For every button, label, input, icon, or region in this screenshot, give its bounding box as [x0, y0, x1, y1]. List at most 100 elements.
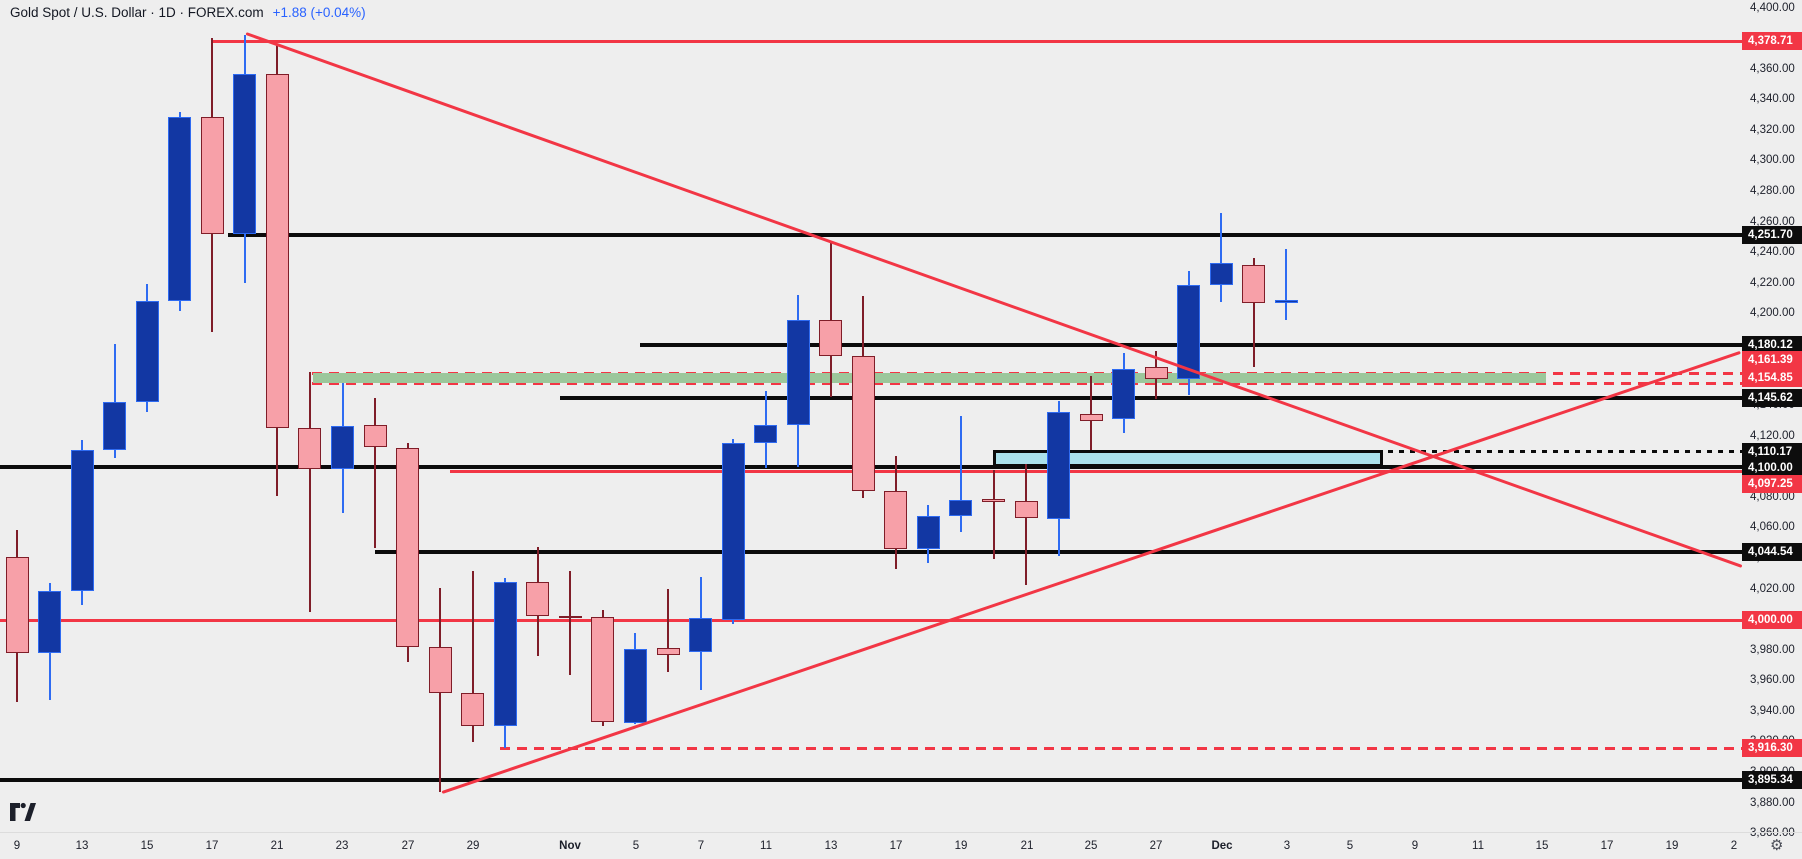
- time-tick-17: 17: [889, 840, 903, 852]
- candle-wick-Nov-20: [992, 470, 995, 559]
- time-tick-19: 19: [954, 840, 968, 852]
- price-badge-415485: 4,154.85: [1742, 369, 1802, 388]
- candle-wick-Nov-13: [829, 241, 832, 398]
- chart-pane[interactable]: [0, 0, 1802, 833]
- candle-wick-Nov-6: [667, 588, 669, 672]
- candle-Oct-10: [38, 591, 62, 654]
- price-tick-4260: 4,260.00: [1750, 215, 1795, 228]
- time-tick-17: 17: [1600, 840, 1614, 852]
- time-tick-27: 27: [1149, 840, 1163, 852]
- candle-Nov-20: [982, 499, 1005, 502]
- price-badge-400000: 4,000.00: [1742, 611, 1802, 630]
- price-tick-3940: 3,940.00: [1750, 704, 1795, 717]
- candle-Oct-22: [298, 428, 322, 470]
- candle-Nov-21: [1014, 500, 1038, 518]
- candle-Nov-25: [1079, 413, 1103, 422]
- candle-wick-Nov-19: [959, 415, 962, 532]
- time-tick-15: 15: [140, 840, 154, 852]
- price-tick-3980: 3,980.00: [1750, 643, 1795, 656]
- price-badge-418012: 4,180.12: [1742, 335, 1802, 354]
- candle-Nov-3: [558, 615, 582, 619]
- candle-wick-Oct-22: [308, 372, 311, 612]
- symbol-legend[interactable]: Gold Spot / U.S. Dollar · 1D · FOREX.com…: [10, 5, 366, 20]
- candle-Nov-4: [591, 616, 615, 722]
- candle-wick-Nov-21: [1025, 464, 1028, 586]
- candle-wick-Dec-2: [1252, 258, 1255, 368]
- candle-wick-Dec-1: [1220, 212, 1223, 302]
- level-line-res-4251[interactable]: [228, 233, 1742, 238]
- level-line-zone-bot-4154[interactable]: [312, 381, 1742, 385]
- price-tick-4400: 4,400.00: [1750, 1, 1795, 14]
- price-tick-4300: 4,300.00: [1750, 154, 1795, 167]
- candle-Nov-24: [1047, 412, 1071, 519]
- time-tick-29: 29: [466, 840, 480, 852]
- time-tick-27: 27: [401, 840, 415, 852]
- time-tick-3: 3: [1283, 840, 1291, 852]
- candle-Oct-28: [428, 647, 452, 694]
- time-tick-11: 11: [760, 840, 772, 852]
- time-tick-11: 11: [1472, 840, 1484, 852]
- price-badge-410000: 4,100.00: [1742, 459, 1802, 478]
- level-line-sup-4097[interactable]: [450, 469, 1742, 473]
- time-tick-13: 13: [75, 840, 89, 852]
- time-tick-15: 15: [1535, 840, 1549, 852]
- candle-Oct-16: [168, 117, 192, 302]
- price-badge-389534: 3,895.34: [1742, 771, 1802, 790]
- price-tick-4120: 4,120.00: [1750, 429, 1795, 442]
- price-tick-4280: 4,280.00: [1750, 185, 1795, 198]
- consolidation-box[interactable]: [993, 449, 1383, 468]
- tradingview-logo[interactable]: [10, 801, 36, 828]
- price-tick-3960: 3,960.00: [1750, 674, 1795, 687]
- candle-Nov-7: [689, 618, 713, 653]
- candle-Oct-23: [331, 425, 354, 470]
- candle-Oct-29: [461, 693, 485, 726]
- price-tick-4360: 4,360.00: [1750, 62, 1795, 75]
- level-line-psych-4000[interactable]: [0, 618, 1742, 622]
- resistance-zone-band[interactable]: [313, 373, 1546, 384]
- time-tick-Dec: Dec: [1211, 840, 1233, 852]
- price-tick-4240: 4,240.00: [1750, 246, 1795, 259]
- time-tick-Nov: Nov: [559, 840, 581, 852]
- level-line-sup-3895[interactable]: [0, 778, 1742, 783]
- candle-Nov-10: [721, 442, 745, 620]
- time-tick-21: 21: [1020, 840, 1034, 852]
- candle-Nov-27: [1144, 367, 1168, 380]
- symbol-title[interactable]: Gold Spot / U.S. Dollar · 1D · FOREX.com: [10, 5, 264, 20]
- candle-Nov-18: [916, 516, 940, 550]
- candle-Nov-26: [1112, 368, 1136, 420]
- candle-Oct-14: [103, 402, 127, 451]
- candle-Dec-2: [1242, 264, 1266, 304]
- candle-Oct-21: [265, 74, 289, 429]
- candle-Nov-13: [819, 320, 843, 357]
- candle-Oct-9: [5, 557, 29, 654]
- price-badge-425170: 4,251.70: [1742, 226, 1802, 245]
- time-tick-13: 13: [824, 840, 838, 852]
- price-badge-416139: 4,161.39: [1742, 351, 1802, 370]
- time-tick-2: 2: [1730, 840, 1738, 852]
- time-tick-5: 5: [632, 840, 640, 852]
- candle-Oct-27: [396, 447, 420, 648]
- price-tick-4080: 4,080.00: [1750, 490, 1795, 503]
- time-tick-5: 5: [1346, 840, 1354, 852]
- candle-Dec-1: [1209, 262, 1233, 285]
- time-tick-23: 23: [335, 840, 349, 852]
- settings-gear-icon[interactable]: ⚙: [1770, 837, 1784, 854]
- level-line-high-4378[interactable]: [213, 39, 1742, 43]
- candle-Oct-15: [135, 301, 159, 403]
- candle-Nov-6: [656, 648, 680, 655]
- candle-Nov-11: [754, 425, 778, 443]
- candle-wick-Nov-3: [569, 570, 572, 676]
- level-line-dash-3916[interactable]: [500, 746, 1742, 750]
- price-tick-3860: 3,860.00: [1750, 827, 1795, 840]
- candle-wick-Oct-14: [113, 343, 116, 459]
- candle-Oct-17: [200, 117, 224, 235]
- level-line-lvl-4145[interactable]: [560, 395, 1742, 400]
- candle-Nov-17: [884, 491, 908, 550]
- level-line-dotted-4110[interactable]: [1388, 450, 1742, 454]
- price-tick-4320: 4,320.00: [1750, 123, 1795, 136]
- price-badge-391630: 3,916.30: [1742, 739, 1802, 758]
- candle-wick-Nov-25: [1090, 376, 1093, 450]
- price-badge-414562: 4,145.62: [1742, 388, 1802, 407]
- price-badge-404454: 4,044.54: [1742, 543, 1802, 562]
- candle-Oct-20: [233, 74, 257, 235]
